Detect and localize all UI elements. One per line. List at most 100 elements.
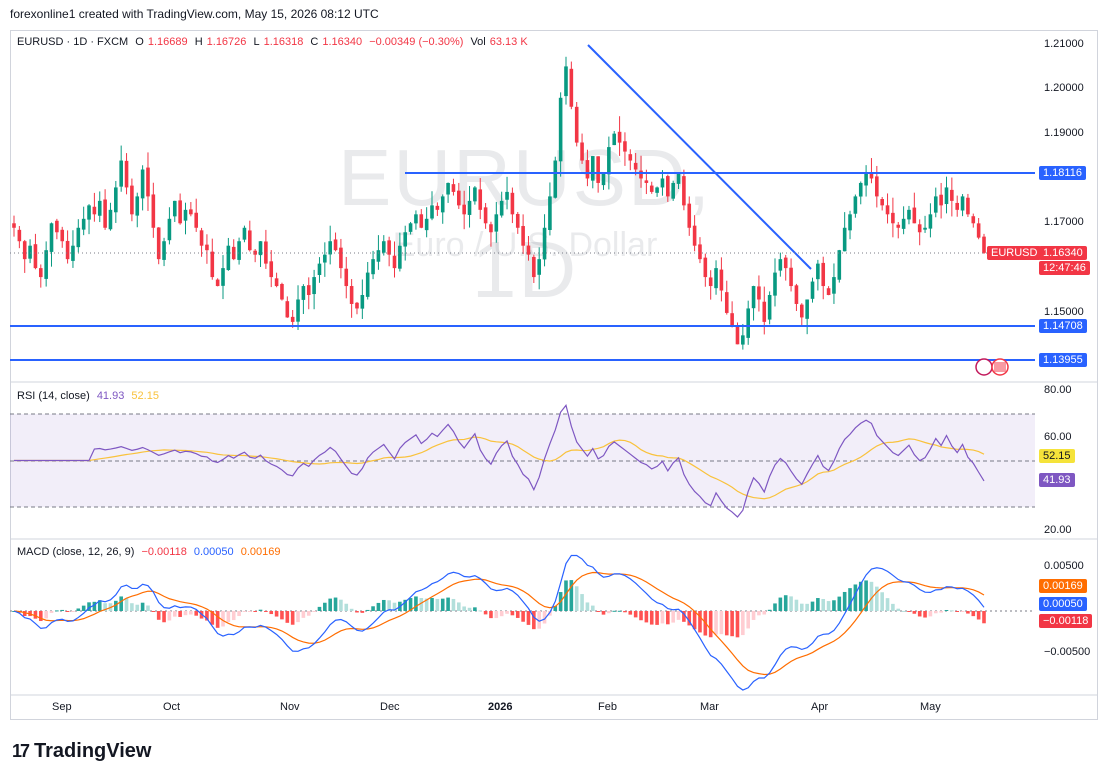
macd-title[interactable]: MACD (close, 12, 26, 9) bbox=[17, 546, 135, 558]
macd-bar bbox=[649, 611, 654, 625]
candle-body bbox=[205, 244, 209, 251]
macd-bar bbox=[612, 610, 617, 612]
candle-body bbox=[719, 269, 724, 291]
tradingview-logo-icon: 17 bbox=[12, 741, 30, 761]
candle-body bbox=[119, 160, 123, 187]
macd-bar bbox=[258, 609, 263, 611]
macd-bar bbox=[194, 611, 199, 616]
macd-bar bbox=[832, 600, 836, 611]
candle-body bbox=[253, 250, 257, 255]
candle-body bbox=[76, 227, 81, 248]
candle-body bbox=[44, 250, 48, 279]
candle-body bbox=[875, 176, 879, 197]
macd-bar bbox=[708, 611, 713, 638]
macd-bar bbox=[489, 611, 493, 619]
candle-body bbox=[22, 241, 27, 260]
macd-bar bbox=[666, 611, 670, 625]
candle-body bbox=[381, 241, 386, 253]
candle-body bbox=[215, 279, 220, 287]
candle-body bbox=[462, 204, 466, 215]
macd-bar bbox=[891, 603, 895, 611]
macd-bar bbox=[135, 604, 140, 611]
time-label-mar: Mar bbox=[700, 701, 719, 713]
candle-body bbox=[156, 227, 161, 260]
candle-body bbox=[17, 229, 22, 242]
candle-body bbox=[735, 326, 740, 345]
macd-bar bbox=[816, 598, 820, 611]
macd-bar bbox=[869, 581, 874, 611]
macd-histogram bbox=[12, 580, 986, 638]
price-tick: 1.21000 bbox=[1044, 38, 1084, 50]
candle-body bbox=[558, 97, 563, 162]
macd-bar bbox=[424, 598, 429, 611]
macd-bar bbox=[810, 601, 815, 611]
macd-bar bbox=[269, 611, 274, 615]
tradingview-brand[interactable]: 17 TradingView bbox=[12, 740, 151, 763]
macd-bar bbox=[875, 586, 879, 611]
macd-bar bbox=[49, 611, 54, 613]
rsi-line bbox=[14, 404, 985, 518]
candle-body bbox=[81, 218, 86, 230]
candle-body bbox=[976, 223, 981, 238]
candle-body bbox=[676, 173, 681, 184]
candle-body bbox=[698, 244, 702, 260]
macd-bar bbox=[81, 605, 86, 611]
macd-bar bbox=[483, 611, 488, 615]
rsi-ma-value: 52.15 bbox=[131, 390, 159, 402]
open-value: 1.16689 bbox=[147, 36, 188, 48]
candle-body bbox=[783, 257, 788, 269]
macd-bar bbox=[912, 611, 917, 614]
macd-bar bbox=[698, 611, 702, 633]
macd-hist-value: −0.00118 bbox=[141, 546, 187, 558]
time-label-dec: Dec bbox=[380, 701, 400, 713]
price-tick: 1.17000 bbox=[1044, 216, 1084, 228]
support-tag-1: 1.14708 bbox=[1039, 319, 1087, 333]
bar-countdown-tag: 12:47:46 bbox=[1039, 261, 1090, 275]
brand-name: TradingView bbox=[34, 740, 152, 762]
candle-body bbox=[757, 286, 761, 300]
candle-body bbox=[296, 299, 300, 322]
macd-bar bbox=[928, 611, 933, 617]
candle-body bbox=[87, 205, 91, 220]
candle-body bbox=[280, 283, 284, 300]
macd-bar bbox=[221, 611, 225, 627]
candle-body bbox=[494, 214, 499, 232]
macd-bar bbox=[71, 611, 75, 612]
candle-body bbox=[923, 227, 927, 230]
rsi-title[interactable]: RSI (14, close) bbox=[17, 390, 90, 402]
macd-bar bbox=[312, 611, 316, 612]
candle-body bbox=[103, 199, 107, 228]
volume-label: Vol bbox=[470, 36, 486, 48]
macd-bar bbox=[580, 594, 584, 611]
candle-body bbox=[483, 207, 488, 224]
macd-value: 0.00050 bbox=[193, 546, 234, 558]
candle-body bbox=[151, 194, 156, 228]
candle-body bbox=[446, 182, 450, 195]
symbol-label[interactable]: EURUSD · 1D · FXCM bbox=[17, 36, 129, 48]
macd-bar bbox=[392, 602, 397, 611]
candle-body bbox=[928, 214, 933, 229]
candle-body bbox=[955, 202, 960, 210]
candle-body bbox=[982, 236, 986, 253]
macd-bar bbox=[553, 605, 558, 611]
candle-body bbox=[569, 68, 574, 107]
price-tick: 1.20000 bbox=[1044, 82, 1084, 94]
macd-bar bbox=[564, 580, 568, 611]
candle-body bbox=[794, 285, 799, 304]
macd-bar bbox=[842, 591, 847, 611]
macd-bar bbox=[660, 611, 665, 624]
close-label: C bbox=[310, 36, 319, 48]
macd-bar bbox=[478, 610, 483, 612]
candle-body bbox=[741, 335, 745, 345]
macd-bar bbox=[917, 611, 922, 617]
macd-bar bbox=[172, 611, 177, 617]
candle-body bbox=[596, 156, 600, 183]
macd-bar bbox=[290, 611, 295, 625]
candle-body bbox=[816, 263, 820, 280]
macd-bar bbox=[328, 598, 332, 611]
candle-body bbox=[939, 194, 943, 206]
candles-layer bbox=[12, 56, 986, 350]
candle-body bbox=[617, 131, 622, 143]
candle-body bbox=[317, 263, 322, 276]
